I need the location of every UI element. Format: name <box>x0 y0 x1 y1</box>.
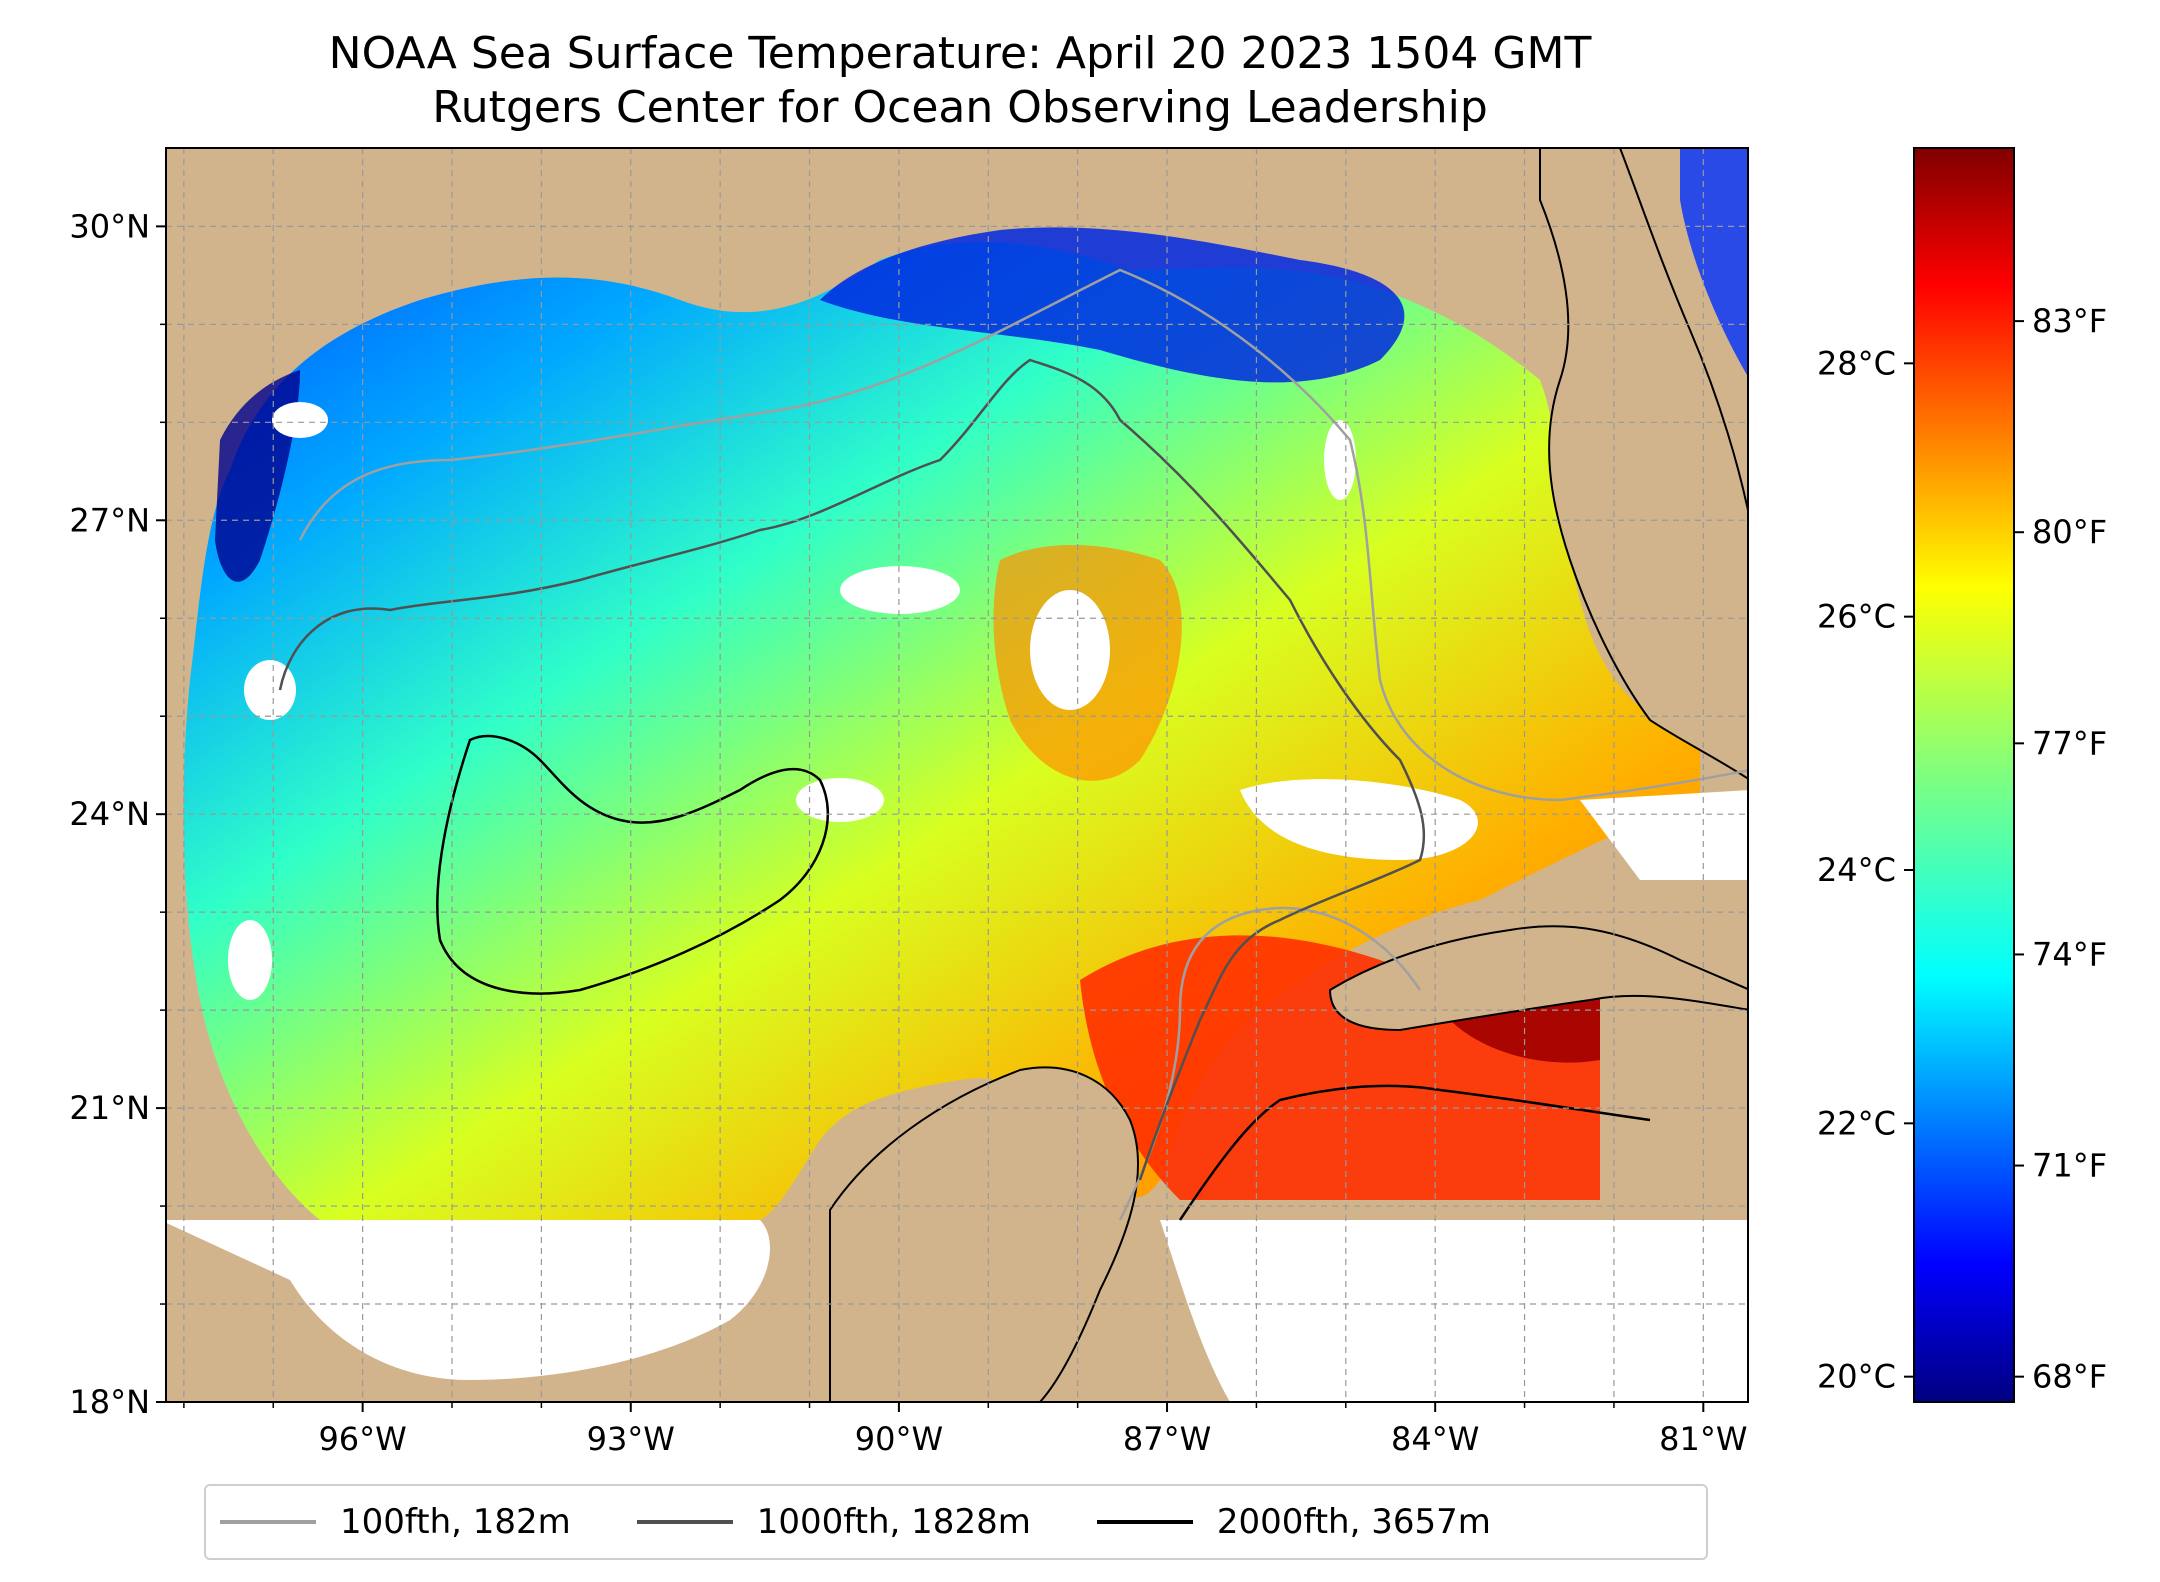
contour-1000fth <box>278 358 1426 1181</box>
atlantic-water <box>1680 148 1748 377</box>
legend-label-1000fth: 1000fth, 1828m <box>756 1502 1031 1542</box>
legend-item-2000fth: 2000fth, 3657m <box>1096 1502 1491 1542</box>
fahrenheit-tick-label: 74°F <box>2032 935 2107 973</box>
legend-label-2000fth: 2000fth, 3657m <box>1216 1502 1491 1542</box>
celsius-tick-label: 28°C <box>1817 344 1896 382</box>
fahrenheit-tick-label: 77°F <box>2032 724 2107 762</box>
cloud-gaps <box>166 402 1748 1402</box>
latitude-labels: 30°N 27°N 24°N 21°N 18°N <box>69 207 166 1421</box>
contour-100fth <box>298 268 1748 802</box>
contour-legend: 100fth, 182m 1000fth, 1828m 2000fth, 365… <box>204 1484 1708 1560</box>
colorbar-fahrenheit-ticks: 83°F 80°F 77°F 74°F 71°F 68°F <box>2014 302 2107 1396</box>
chart-title: NOAA Sea Surface Temperature: April 20 2… <box>328 28 1592 79</box>
lon-tick-label: 84°W <box>1391 1420 1479 1458</box>
contour-2000fth <box>436 734 829 995</box>
legend-swatch-1000fth <box>636 1520 733 1524</box>
gulf-sst-field <box>183 241 1701 1220</box>
graticule <box>166 148 1748 1402</box>
cold-shelf-water <box>820 227 1405 383</box>
celsius-tick-label: 20°C <box>1817 1358 1896 1396</box>
celsius-tick-label: 22°C <box>1817 1104 1896 1142</box>
colorbar-celsius-ticks: 28°C 26°C 24°C 22°C 20°C <box>1817 344 1914 1396</box>
florida-land <box>1539 148 1748 780</box>
longitude-labels: 96°W 93°W 90°W 87°W 84°W 81°W <box>183 1402 1747 1458</box>
legend-label-100fth: 100fth, 182m <box>340 1502 571 1542</box>
lat-tick-label: 18°N <box>69 1383 150 1421</box>
fahrenheit-tick-label: 83°F <box>2032 302 2107 340</box>
contour-2000fth-east <box>1178 1084 1651 1221</box>
celsius-tick-label: 26°C <box>1817 598 1896 636</box>
lat-tick-label: 27°N <box>69 501 150 539</box>
yucatan-land <box>829 1066 1140 1402</box>
legend-swatch-100fth <box>220 1520 316 1524</box>
lat-tick-label: 21°N <box>69 1089 150 1127</box>
fahrenheit-tick-label: 80°F <box>2032 513 2107 551</box>
lon-tick-label: 93°W <box>587 1420 675 1458</box>
lat-tick-label: 30°N <box>69 207 150 245</box>
legend-item-100fth: 100fth, 182m <box>220 1502 571 1542</box>
lon-tick-label: 87°W <box>1123 1420 1211 1458</box>
legend-item-1000fth: 1000fth, 1828m <box>636 1502 1031 1542</box>
fahrenheit-tick-label: 68°F <box>2032 1358 2107 1396</box>
chart-subtitle: Rutgers Center for Ocean Observing Leade… <box>432 82 1488 133</box>
lat-tick-label: 24°N <box>69 795 150 833</box>
celsius-tick-label: 24°C <box>1817 851 1896 889</box>
legend-swatch-2000fth <box>1096 1520 1193 1524</box>
cuba-land <box>1328 925 1748 1032</box>
map-frame <box>165 147 1749 1403</box>
lon-tick-label: 96°W <box>318 1420 406 1458</box>
colorbar <box>1913 147 2015 1403</box>
lon-tick-label: 81°W <box>1659 1420 1747 1458</box>
fahrenheit-tick-label: 71°F <box>2032 1147 2107 1185</box>
lon-tick-label: 90°W <box>855 1420 943 1458</box>
